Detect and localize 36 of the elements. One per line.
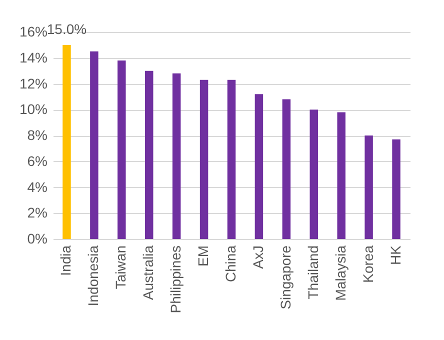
- y-tick-label: 10%: [19, 101, 48, 118]
- x-tick-label: Korea: [360, 245, 376, 283]
- bar: [337, 112, 346, 239]
- y-tick-label: 12%: [19, 75, 48, 92]
- bar: [172, 73, 181, 239]
- x-tick-label: Thailand: [304, 246, 321, 300]
- y-tick-label: 0%: [27, 230, 48, 246]
- bar: [144, 70, 154, 239]
- y-tick-label: 2%: [27, 204, 48, 221]
- y-tick-label: 16%: [19, 24, 48, 40]
- bar: [254, 94, 264, 239]
- x-tick-label: HK: [387, 244, 404, 265]
- bar: [310, 110, 318, 239]
- bar: [364, 136, 373, 239]
- x-tick-label: AxJ: [250, 246, 266, 269]
- y-tick-label: 4%: [27, 178, 48, 195]
- x-tick-label: EM: [195, 246, 212, 266]
- bar: [227, 80, 236, 239]
- x-tick-label: Malaysia: [332, 245, 348, 301]
- data-label: 15.0%: [46, 20, 87, 37]
- y-tick-label: 6%: [27, 152, 48, 169]
- bar: [118, 60, 126, 239]
- bar: [90, 51, 98, 239]
- x-tick-label: Indonesia: [85, 245, 102, 306]
- x-tick-label: Australia: [140, 245, 156, 300]
- x-tick-label: Singapore: [277, 245, 294, 310]
- y-tick-label: 8%: [27, 127, 48, 143]
- bar: [62, 44, 71, 239]
- bar: [282, 99, 291, 239]
- bar: [200, 80, 208, 239]
- x-tick-label: Taiwan: [112, 246, 129, 290]
- x-tick-label: China: [222, 245, 238, 282]
- bar: [392, 139, 400, 239]
- x-tick-label: Philippines: [168, 246, 184, 314]
- x-tick-label: India: [58, 245, 74, 276]
- y-tick-label: 14%: [19, 49, 48, 66]
